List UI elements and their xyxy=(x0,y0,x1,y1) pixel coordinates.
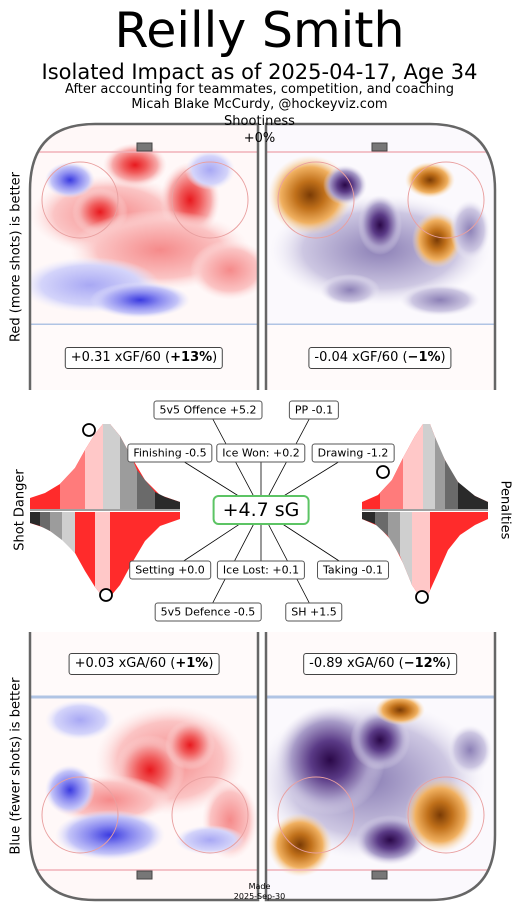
component-sh: SH +1.5 xyxy=(285,602,343,622)
component-finishing: Finishing -0.5 xyxy=(127,443,213,463)
defence-shot-quality-map xyxy=(266,632,495,900)
component-pp: PP -0.1 xyxy=(288,400,340,420)
component-setting: Setting +0.0 xyxy=(129,560,211,580)
component-ice-won: Ice Won: +0.2 xyxy=(216,443,306,463)
component-drawing: Drawing -1.2 xyxy=(311,443,395,463)
total-impact: +4.7 sG xyxy=(212,495,310,525)
offence-rate-stat: +0.31 xGF/60 (+13%) xyxy=(64,347,224,369)
caption-author: Micah Blake McCurdy, @hockeyviz.com xyxy=(131,97,388,112)
shootiness-label: Shootiness xyxy=(224,114,295,129)
defence-quality-stat: -0.89 xGA/60 (−12%) xyxy=(303,653,457,675)
page-subtitle: Isolated Impact as of 2025-04-17, Age 34 xyxy=(41,60,478,84)
shot-danger-side-label: Shot Danger xyxy=(12,469,28,551)
page-title: Reilly Smith xyxy=(114,2,405,59)
caption-adjustment: After accounting for teammates, competit… xyxy=(65,82,454,97)
offence-side-label: Red (more shots) is better xyxy=(8,171,24,343)
component-5v5-defence: 5v5 Defence -0.5 xyxy=(154,602,262,622)
offence-quality-stat: -0.04 xGF/60 (−1%) xyxy=(308,347,452,369)
shot-danger-distribution xyxy=(30,423,180,602)
offence-shot-rate-map xyxy=(30,124,258,390)
component-taking: Taking -0.1 xyxy=(317,560,389,580)
penalties-side-label: Penalties xyxy=(497,480,513,540)
defence-side-label: Blue (fewer shots) is better xyxy=(8,677,24,855)
made-date: Made 2025-Sep-30 xyxy=(233,882,286,901)
component-ice-lost: Ice Lost: +0.1 xyxy=(216,560,306,580)
component-5v5-offence: 5v5 Offence +5.2 xyxy=(153,400,263,420)
shootiness-value: +0% xyxy=(243,131,276,146)
offence-shot-quality-map xyxy=(266,124,495,390)
defence-shot-rate-map xyxy=(30,632,258,900)
defence-rate-stat: +0.03 xGA/60 (+1%) xyxy=(68,653,220,675)
penalties-distribution xyxy=(362,424,488,604)
